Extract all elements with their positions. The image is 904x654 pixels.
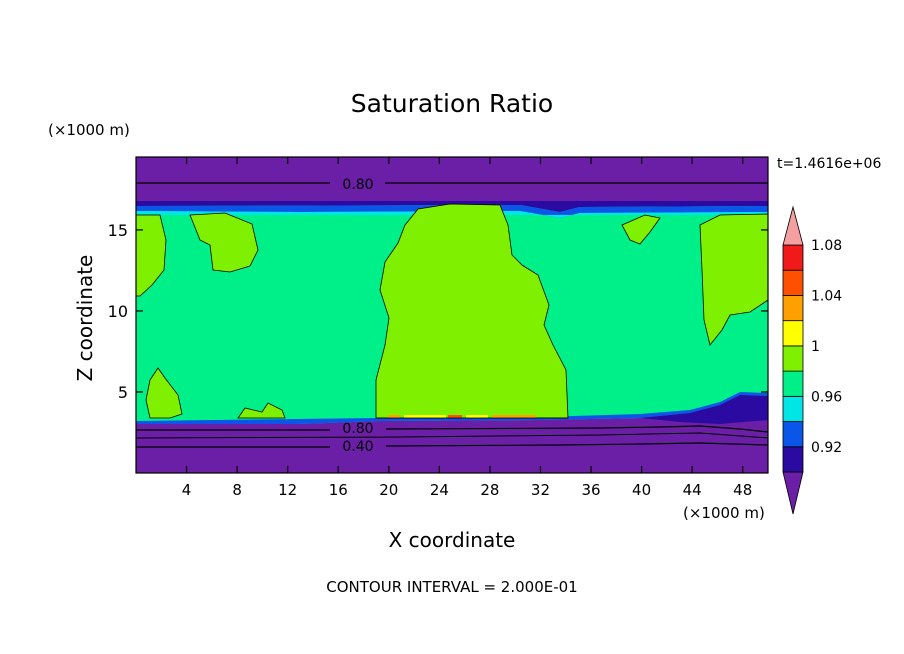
- contour-label: 0.80: [342, 177, 373, 193]
- colorbar-label: 0.92: [811, 440, 842, 456]
- colorbar-swatch: [782, 244, 804, 271]
- x-tick-label: 28: [480, 481, 499, 499]
- plume-core-red: [448, 415, 462, 418]
- colorbar-swatch: [782, 320, 804, 347]
- blob-lower-left: [145, 367, 183, 419]
- y-unit-label: (×1000 m): [48, 121, 130, 139]
- x-tick-label: 16: [329, 481, 348, 499]
- colorbar: 0.92 0.96 1 1.04 1.08: [782, 205, 842, 515]
- blob-right-edge: [699, 213, 769, 346]
- x-axis-label: X coordinate: [389, 528, 516, 552]
- contour-line-lower-040: [136, 442, 769, 448]
- blob-left-edge: [135, 214, 167, 297]
- plot-field: 0.80 0.80 0.40: [135, 156, 769, 474]
- x-tick-label: 12: [278, 481, 297, 499]
- plume-core-orange-2: [492, 415, 536, 418]
- stratosphere-layer: [136, 157, 768, 201]
- lower-boundary-layer: [136, 395, 768, 473]
- convective-plume: [375, 203, 569, 419]
- colorbar-lower-extend: [782, 471, 804, 515]
- colorbar-swatch: [782, 345, 804, 372]
- x-tick-label: 32: [531, 481, 550, 499]
- contour-interval-footer: CONTOUR INTERVAL = 2.000E-01: [326, 578, 577, 596]
- x-unit-label: (×1000 m): [683, 504, 765, 522]
- time-label: t=1.4616e+06: [777, 156, 881, 172]
- blob-upper-right: [621, 214, 661, 245]
- colorbar-label: 0.96: [811, 389, 842, 405]
- colorbar-label: 1.08: [811, 238, 842, 254]
- colorbar-label: 1: [811, 339, 820, 355]
- y-tick-label: 5: [118, 383, 128, 402]
- colorbar-swatch: [782, 370, 804, 397]
- plume-core-yellow-1: [404, 415, 446, 418]
- x-axis-ticks: 4 8 12 16 20 24 28 32 36 40 44 48: [182, 157, 752, 499]
- x-tick-label: 24: [430, 481, 449, 499]
- lower-band-dark: [640, 395, 768, 424]
- blob-lower-mid: [237, 402, 286, 419]
- contour-label: 0.40: [342, 439, 373, 455]
- plume-core-orange: [388, 415, 400, 418]
- colorbar-label: 1.04: [811, 288, 842, 304]
- x-tick-label: 36: [581, 481, 600, 499]
- y-tick-label: 15: [108, 221, 128, 240]
- contour-line-lower-080: [136, 425, 769, 433]
- tropopause-band-blue: [136, 205, 768, 218]
- contour-line-lower-060: [135, 432, 769, 439]
- x-tick-label: 48: [733, 481, 752, 499]
- y-tick-label: 10: [108, 302, 128, 321]
- x-tick-label: 20: [379, 481, 398, 499]
- plume-core-yellow-2: [466, 415, 488, 418]
- colorbar-upper-extend: [782, 205, 804, 246]
- x-tick-label: 4: [182, 481, 192, 499]
- lower-band-blue: [136, 392, 768, 424]
- chart-title: Saturation Ratio: [351, 89, 553, 118]
- y-axis-label: Z coordinate: [73, 255, 97, 382]
- y-axis-ticks: 5 10 15: [108, 221, 768, 402]
- colorbar-swatch: [782, 269, 804, 296]
- colorbar-swatch: [782, 446, 804, 473]
- contour-label: 0.80: [342, 421, 373, 437]
- colorbar-swatch: [782, 421, 804, 448]
- blob-upper-left: [189, 212, 259, 273]
- plot-frame: [135, 156, 769, 474]
- tropopause-band-dark: [136, 201, 768, 212]
- colorbar-swatch: [782, 295, 804, 322]
- x-tick-label: 8: [232, 481, 242, 499]
- colorbar-swatch: [782, 395, 804, 422]
- x-tick-label: 40: [632, 481, 651, 499]
- x-tick-label: 44: [683, 481, 702, 499]
